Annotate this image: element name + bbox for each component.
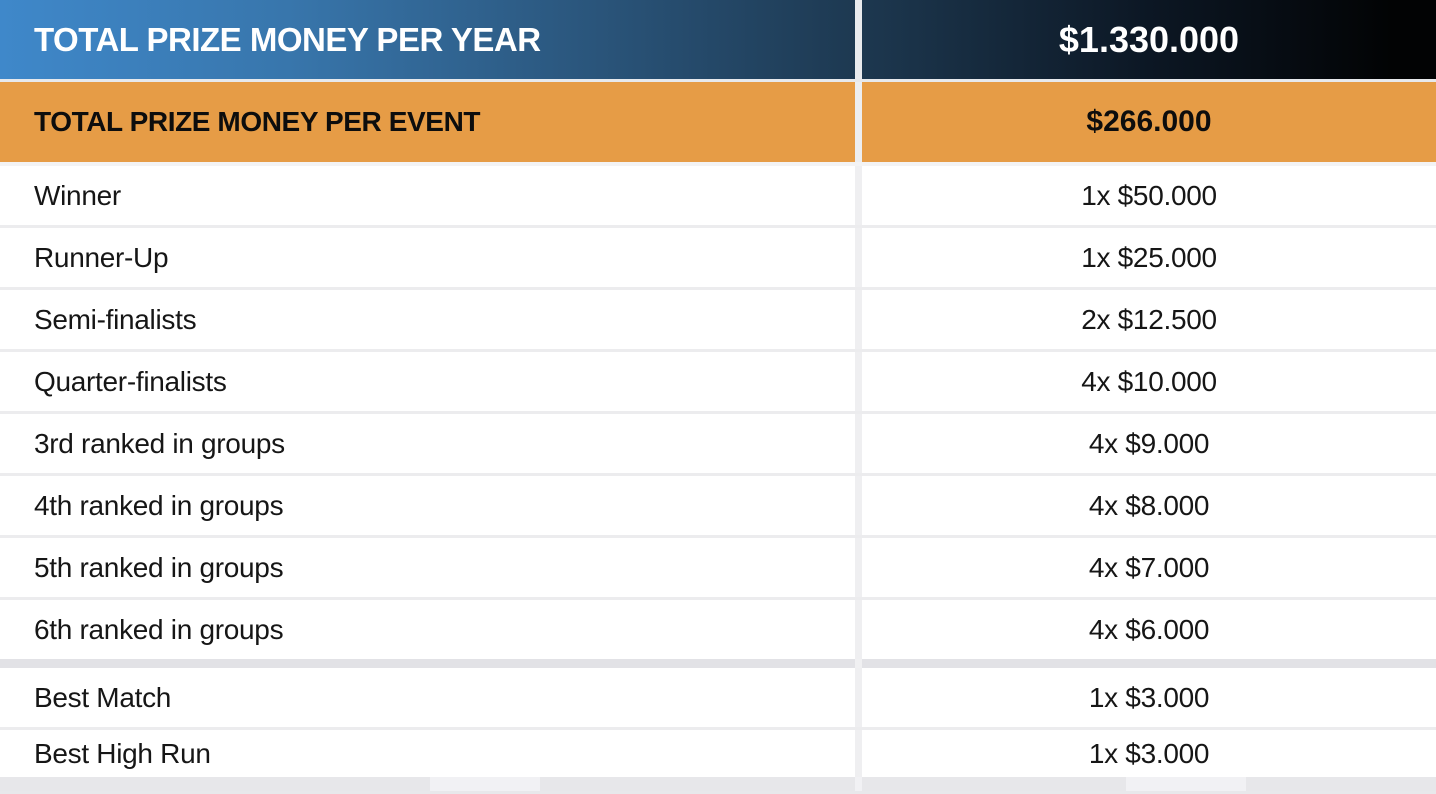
- row-label: Winner: [34, 179, 121, 211]
- row-value: 4x $6.000: [1088, 613, 1210, 645]
- row-value: 1x $25.000: [1081, 241, 1217, 273]
- header-year-value: $1.330.000: [1058, 18, 1240, 60]
- row-label: Runner-Up: [34, 241, 169, 273]
- column-divider: [855, 730, 862, 777]
- column-divider: [855, 414, 862, 473]
- table-row: Best Match 1x $3.000: [0, 668, 1436, 730]
- column-divider: [855, 538, 862, 597]
- table-row: Semi-finalists 2x $12.500: [0, 290, 1436, 352]
- table-row: 3rd ranked in groups 4x $9.000: [0, 414, 1436, 476]
- row-label: Best High Run: [34, 737, 211, 769]
- row-value: 4x $8.000: [1088, 489, 1210, 521]
- table-row: 6th ranked in groups 4x $6.000: [0, 600, 1436, 659]
- column-divider: [855, 166, 862, 225]
- column-divider: [855, 668, 862, 727]
- row-value: 1x $3.000: [1088, 681, 1210, 713]
- row-value: 1x $50.000: [1081, 179, 1217, 211]
- row-divider: [0, 162, 1436, 166]
- header-event-label: TOTAL PRIZE MONEY PER EVENT: [34, 106, 481, 137]
- row-divider: [0, 79, 1436, 82]
- table-row: Runner-Up 1x $25.000: [0, 228, 1436, 290]
- row-value: 1x $3.000: [1088, 737, 1210, 769]
- row-value: 2x $12.500: [1081, 303, 1217, 335]
- column-divider: [855, 290, 862, 349]
- table-row: Winner 1x $50.000: [0, 166, 1436, 228]
- column-divider: [855, 777, 862, 791]
- row-value: 4x $9.000: [1088, 427, 1210, 459]
- row-label: 5th ranked in groups: [34, 551, 284, 583]
- row-label: 3rd ranked in groups: [34, 427, 285, 459]
- table-footer-rows: Best Match 1x $3.000 Best High Run 1x $3.00…: [0, 668, 1436, 777]
- column-divider: [855, 476, 862, 535]
- table-row: 5th ranked in groups 4x $7.000: [0, 538, 1436, 600]
- cut-off-segment: [430, 777, 540, 791]
- row-value: 4x $7.000: [1088, 551, 1210, 583]
- column-divider: [855, 659, 862, 668]
- column-divider: [855, 228, 862, 287]
- table-row: Quarter-finalists 4x $10.000: [0, 352, 1436, 414]
- cut-off-next-row: [0, 777, 1436, 791]
- row-value: 4x $10.000: [1081, 365, 1217, 397]
- column-divider: [855, 352, 862, 411]
- header-row-total-per-year: TOTAL PRIZE MONEY PER YEAR $1.330.000: [0, 0, 1436, 79]
- header-event-value: $266.000: [1086, 105, 1212, 138]
- cut-off-segment: [1126, 777, 1246, 791]
- header-row-total-per-event: TOTAL PRIZE MONEY PER EVENT $266.000: [0, 82, 1436, 162]
- header-year-label: TOTAL PRIZE MONEY PER YEAR: [34, 20, 541, 58]
- row-label: Semi-finalists: [34, 303, 197, 335]
- row-label: Quarter-finalists: [34, 365, 227, 397]
- column-divider: [855, 82, 862, 162]
- table-row: Best High Run 1x $3.000: [0, 730, 1436, 777]
- row-label: Best Match: [34, 681, 172, 713]
- row-label: 6th ranked in groups: [34, 613, 284, 645]
- column-divider: [855, 0, 862, 79]
- table-row: 4th ranked in groups 4x $8.000: [0, 476, 1436, 538]
- table-body: Winner 1x $50.000 Runner-Up 1x $25.000 Semi-…: [0, 166, 1436, 659]
- column-divider: [855, 600, 862, 659]
- section-separator-band: [0, 659, 1436, 668]
- row-label: 4th ranked in groups: [34, 489, 284, 521]
